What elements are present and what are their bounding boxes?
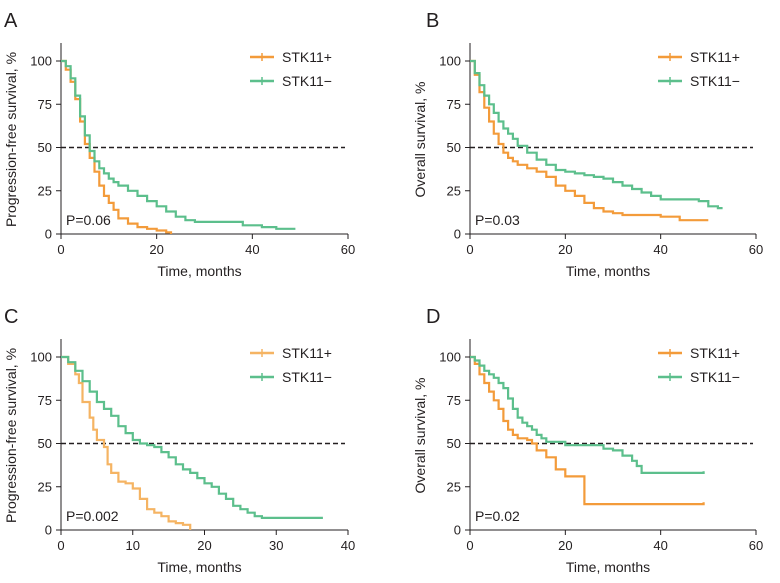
x-axis-title: Time, months — [566, 263, 650, 279]
legend-label-stk11-neg: STK11− — [690, 73, 740, 89]
x-tick-label: 20 — [197, 538, 211, 553]
panel-a: A 0 25 50 75 100 0 20 40 60 Time, months Progressio… — [3, 10, 355, 279]
y-tick-label: 25 — [38, 183, 52, 198]
legend-label-stk11-neg: STK11− — [690, 369, 740, 385]
legend-label-stk11-pos: STK11+ — [690, 345, 740, 361]
panel-label: C — [4, 306, 18, 328]
y-tick-label: 75 — [447, 393, 461, 408]
x-tick-label: 0 — [57, 538, 64, 553]
y-axis-title: Progression-free survival, % — [3, 52, 19, 227]
y-tick-label: 50 — [38, 140, 52, 155]
survival-curve-stk11-neg — [61, 59, 296, 230]
x-tick-label: 40 — [653, 242, 667, 257]
panel-label: B — [426, 10, 439, 32]
panel-b: B 0 25 50 75 100 0 20 40 60 Time, months Overall su… — [412, 10, 763, 279]
legend-label-stk11-neg: STK11− — [282, 369, 332, 385]
x-tick-label: 40 — [341, 538, 355, 553]
x-axis-title: Time, months — [566, 559, 650, 575]
p-value-annotation: P=0.03 — [475, 212, 520, 228]
y-tick-label: 75 — [38, 97, 52, 112]
y-tick-label: 25 — [447, 183, 461, 198]
x-tick-label: 40 — [245, 242, 259, 257]
p-value-annotation: P=0.06 — [66, 212, 111, 228]
x-tick-label: 60 — [749, 538, 763, 553]
y-tick-label: 0 — [45, 227, 52, 242]
y-tick-label: 100 — [30, 54, 52, 69]
survival-curve-stk11-pos — [61, 59, 173, 234]
y-tick-label: 50 — [447, 140, 461, 155]
y-tick-label: 25 — [447, 479, 461, 494]
x-tick-label: 0 — [466, 242, 473, 257]
y-tick-label: 50 — [447, 436, 461, 451]
x-tick-label: 0 — [57, 242, 64, 257]
x-tick-label: 20 — [558, 538, 572, 553]
x-tick-label: 60 — [341, 242, 355, 257]
y-axis-title: Overall survival, % — [412, 82, 428, 198]
y-tick-label: 100 — [439, 54, 461, 69]
y-tick-label: 75 — [447, 97, 461, 112]
panel-label: D — [426, 306, 440, 328]
legend-label-stk11-pos: STK11+ — [282, 49, 332, 65]
legend-label-stk11-pos: STK11+ — [282, 345, 332, 361]
x-tick-label: 10 — [126, 538, 140, 553]
y-tick-label: 50 — [38, 436, 52, 451]
x-tick-label: 20 — [558, 242, 572, 257]
y-tick-label: 0 — [45, 523, 52, 538]
panel-label: A — [4, 10, 18, 32]
x-axis-title: Time, months — [157, 263, 241, 279]
x-axis-title: Time, months — [157, 559, 241, 575]
y-tick-label: 100 — [439, 350, 461, 365]
survival-curve-stk11-neg — [61, 355, 323, 519]
panel-d: D 0 25 50 75 100 0 20 40 60 Time, months Overall su… — [412, 306, 763, 575]
x-tick-label: 40 — [653, 538, 667, 553]
x-tick-label: 30 — [269, 538, 283, 553]
y-tick-label: 75 — [38, 393, 52, 408]
legend-label-stk11-pos: STK11+ — [690, 49, 740, 65]
x-tick-label: 20 — [149, 242, 163, 257]
y-axis-title: Overall survival, % — [412, 378, 428, 494]
survival-curve-stk11-neg — [470, 355, 705, 474]
x-tick-label: 60 — [749, 242, 763, 257]
survival-curve-stk11-pos — [470, 59, 709, 222]
p-value-annotation: P=0.02 — [475, 508, 520, 524]
x-tick-label: 0 — [466, 538, 473, 553]
survival-curve-stk11-pos — [61, 355, 192, 530]
y-tick-label: 0 — [454, 227, 461, 242]
y-tick-label: 25 — [38, 479, 52, 494]
survival-curve-stk11-neg — [470, 59, 723, 210]
p-value-annotation: P=0.002 — [66, 508, 119, 524]
legend-label-stk11-neg: STK11− — [282, 73, 332, 89]
survival-curve-stk11-pos — [470, 355, 705, 506]
y-axis-title: Progression-free survival, % — [3, 348, 19, 523]
y-tick-label: 0 — [454, 523, 461, 538]
panel-c: C 0 25 50 75 100 0 10 20 30 40 Time, months Progress… — [3, 306, 355, 575]
y-tick-label: 100 — [30, 350, 52, 365]
